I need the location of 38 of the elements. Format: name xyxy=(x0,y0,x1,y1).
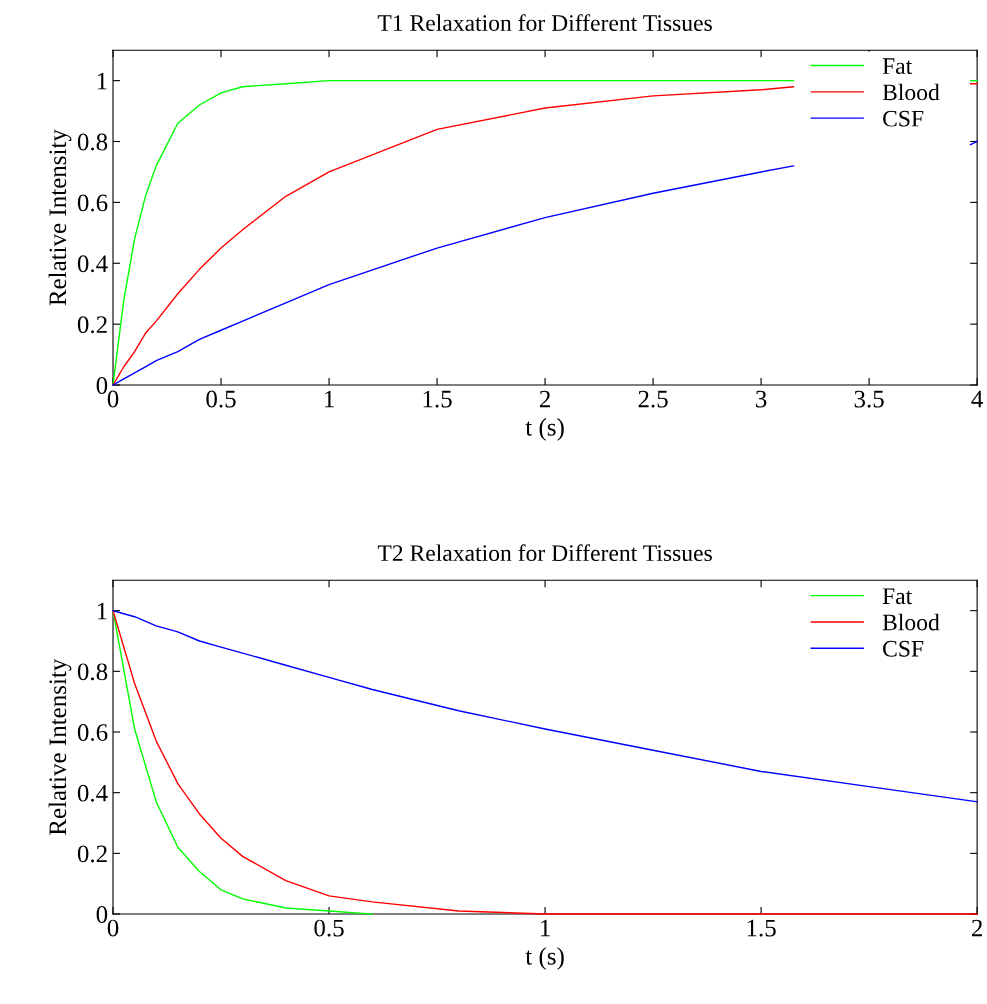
legend-label: Fat xyxy=(882,588,913,605)
y-tick-label: 0.4 xyxy=(77,255,108,273)
text: Fat xyxy=(882,58,913,75)
y-tick-label: 0.8 xyxy=(77,663,108,681)
x-tick-label: 3.5 xyxy=(854,390,884,408)
x-tick-label: 1.5 xyxy=(423,390,452,408)
legend-label: Blood xyxy=(882,83,940,101)
x-axis-title: t (s) xyxy=(525,947,564,970)
y-tick-label: 0.6 xyxy=(77,194,108,212)
x-tick-label: 0.5 xyxy=(206,390,236,408)
y-tick-label: 0 xyxy=(96,906,108,923)
x-tick-label: 0.5 xyxy=(314,919,344,937)
y-tick-label: 0 xyxy=(96,377,108,394)
x-tick-label: 1 xyxy=(541,919,550,937)
y-tick-label: 1 xyxy=(97,72,107,90)
legend-label: CSF xyxy=(883,640,924,657)
legend-label: CSF xyxy=(883,110,924,127)
y-tick-label: 0.2 xyxy=(77,316,107,334)
line-series xyxy=(112,609,978,803)
y-tick-label: 0.6 xyxy=(77,724,108,742)
x-tick-label: 3 xyxy=(756,390,767,408)
y-axis-title: Relative Intensity xyxy=(48,129,72,306)
legend-label: Blood xyxy=(882,613,940,631)
x-tick-label: 2 xyxy=(539,390,550,408)
chart-title: T1 Relaxation for Different Tissues xyxy=(377,14,712,31)
chart-title: T2 Relaxation for Different Tissues xyxy=(377,544,712,562)
x-tick-label: 2.5 xyxy=(638,390,668,408)
y-tick-label: 0.2 xyxy=(77,845,107,863)
y-axis-title: Relative Intensity xyxy=(48,658,72,835)
x-tick-label: 1 xyxy=(324,390,334,408)
y-tick-label: 0.4 xyxy=(77,784,108,802)
y-tick-label: 0.8 xyxy=(77,133,108,151)
x-tick-label: 2 xyxy=(971,919,982,937)
x-axis-title: t (s) xyxy=(525,418,564,441)
x-tick-label: 1.5 xyxy=(747,919,776,937)
y-tick-label: 1 xyxy=(97,602,107,620)
line-series xyxy=(112,609,373,915)
x-tick-label: 4 xyxy=(971,390,983,408)
